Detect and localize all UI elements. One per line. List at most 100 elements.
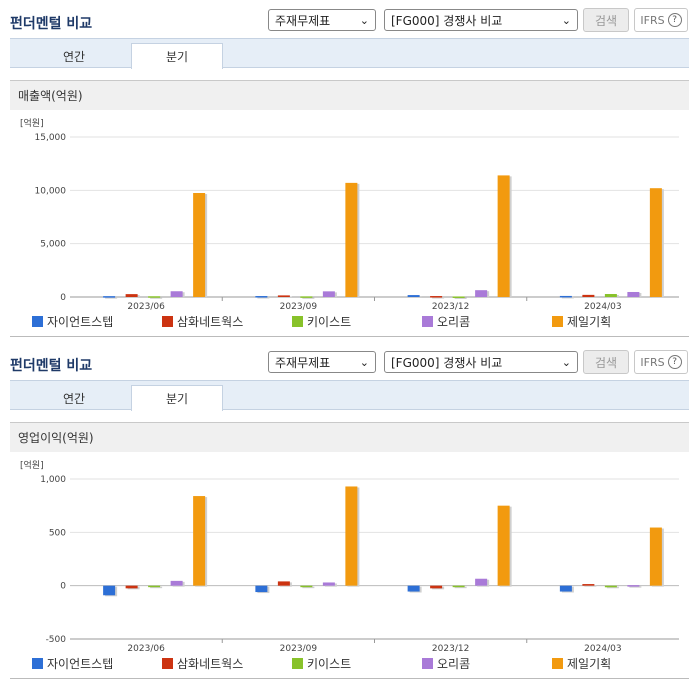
bar[interactable]: [559, 585, 572, 592]
x-tick-label: 2023/09: [280, 302, 318, 310]
legend-item[interactable]: 키이스트: [292, 313, 351, 330]
legend-item[interactable]: 오리콤: [422, 655, 470, 672]
bar[interactable]: [407, 295, 420, 297]
legend-swatch: [422, 316, 433, 327]
bar[interactable]: [559, 295, 572, 298]
panel-title: 펀더멘털 비교: [10, 358, 93, 374]
tab-annual[interactable]: 연간: [62, 391, 86, 406]
tab-annual[interactable]: 연간: [62, 49, 86, 64]
bar[interactable]: [148, 585, 161, 588]
legend-swatch: [552, 658, 563, 669]
peer-group-select[interactable]: [FG000] 경쟁사 비교 ⌄: [384, 9, 578, 31]
operating-profit-bar-chart: [억원] -500 0 500 1,000 2023/06 2023/09 2023/12 20…: [20, 459, 679, 652]
bar[interactable]: [452, 296, 465, 298]
peer-group-select[interactable]: [FG000] 경쟁사 비교 ⌄: [384, 351, 578, 373]
bar[interactable]: [125, 585, 138, 589]
bar[interactable]: [475, 578, 488, 586]
legend-item[interactable]: 오리콤: [422, 313, 470, 330]
statement-type-select[interactable]: 주재무제표 ⌄: [268, 351, 376, 373]
legend-label: 자이언트스텝: [47, 657, 114, 671]
search-button[interactable]: 검색: [583, 8, 629, 32]
bar[interactable]: [170, 291, 183, 297]
bar[interactable]: [322, 291, 335, 297]
legend-item[interactable]: 제일기획: [552, 655, 611, 672]
bar[interactable]: [582, 294, 595, 297]
bar[interactable]: [277, 295, 290, 297]
bar[interactable]: [322, 582, 335, 586]
bar[interactable]: [649, 527, 662, 586]
search-button[interactable]: 검색: [583, 350, 629, 374]
bar[interactable]: [452, 585, 465, 588]
legend-swatch: [552, 316, 563, 327]
bar-shadow: [150, 586, 163, 589]
legend-item[interactable]: 삼화네트웍스: [162, 655, 243, 672]
bar-shadow: [150, 297, 163, 299]
bar[interactable]: [300, 585, 313, 588]
bar[interactable]: [475, 290, 488, 297]
y-tick-label: 15,000: [35, 133, 67, 143]
tab-quarterly[interactable]: 분기: [131, 385, 223, 411]
bar[interactable]: [170, 580, 183, 586]
bar[interactable]: [103, 585, 116, 596]
legend-label: 키이스트: [307, 657, 352, 671]
bar-shadow: [629, 586, 642, 588]
bar[interactable]: [148, 296, 161, 298]
fundamental-panel-operating-profit: 펀더멘털 비교 주재무제표 ⌄ [FG000] 경쟁사 비교 ⌄ 검색 IFRS…: [0, 342, 696, 684]
period-tabs: 연간 분기: [10, 380, 689, 411]
legend-label: 오리콤: [437, 657, 471, 671]
fundamental-panel-sales: 펀더멘털 비교 주재무제표 ⌄ [FG000] 경쟁사 비교 ⌄ 검색 IFRS…: [0, 0, 696, 337]
bar[interactable]: [497, 505, 510, 586]
bar[interactable]: [193, 496, 206, 586]
y-tick-label: 500: [49, 528, 66, 538]
legend-item[interactable]: 삼화네트웍스: [162, 313, 243, 330]
legend-label: 제일기획: [567, 657, 612, 671]
legend-label: 제일기획: [567, 315, 612, 329]
legend-item[interactable]: 제일기획: [552, 313, 611, 330]
bar-shadow: [454, 586, 467, 589]
legend-swatch: [422, 658, 433, 669]
bar[interactable]: [430, 296, 443, 298]
tab-quarterly[interactable]: 분기: [131, 43, 223, 69]
x-tick-label: 2023/12: [432, 302, 469, 310]
bar[interactable]: [345, 182, 358, 297]
bar[interactable]: [125, 294, 138, 297]
bar[interactable]: [277, 581, 290, 586]
y-tick-label: -500: [46, 635, 67, 645]
bar-shadow: [302, 586, 315, 589]
unit-label: [억원]: [20, 459, 44, 471]
legend-item[interactable]: 자이언트스텝: [32, 655, 113, 672]
x-tick-label: 2023/12: [432, 644, 469, 652]
bar[interactable]: [430, 585, 443, 589]
bar[interactable]: [300, 296, 313, 298]
ifrs-help-button[interactable]: IFRS ?: [634, 350, 688, 374]
bar[interactable]: [582, 584, 595, 586]
bar[interactable]: [604, 585, 617, 588]
bar[interactable]: [103, 296, 116, 298]
bar-shadow: [561, 296, 574, 299]
legend-swatch: [292, 658, 303, 669]
bar-shadow: [409, 296, 422, 298]
ifrs-help-button[interactable]: IFRS ?: [634, 8, 688, 32]
statement-type-select[interactable]: 주재무제표 ⌄: [268, 9, 376, 31]
legend-label: 오리콤: [437, 315, 471, 329]
bar[interactable]: [407, 585, 420, 592]
section-title: 매출액(억원): [10, 80, 689, 110]
chevron-down-icon: ⌄: [359, 13, 369, 27]
legend-item[interactable]: 자이언트스텝: [32, 313, 113, 330]
bar[interactable]: [627, 291, 640, 297]
ifrs-label: IFRS: [640, 355, 665, 369]
bar[interactable]: [255, 585, 268, 593]
bar[interactable]: [497, 175, 510, 297]
bar-shadow: [257, 297, 270, 299]
y-tick-label: 1,000: [40, 475, 66, 485]
legend-swatch: [32, 316, 43, 327]
bar[interactable]: [193, 193, 206, 297]
panel-header: 펀더멘털 비교 주재무제표 ⌄ [FG000] 경쟁사 비교 ⌄ 검색 IFRS…: [0, 0, 696, 38]
bar[interactable]: [345, 486, 358, 586]
bar[interactable]: [604, 294, 617, 297]
legend-swatch: [32, 658, 43, 669]
bar[interactable]: [255, 296, 268, 298]
bar[interactable]: [627, 585, 640, 587]
legend-item[interactable]: 키이스트: [292, 655, 351, 672]
bar[interactable]: [649, 188, 662, 297]
